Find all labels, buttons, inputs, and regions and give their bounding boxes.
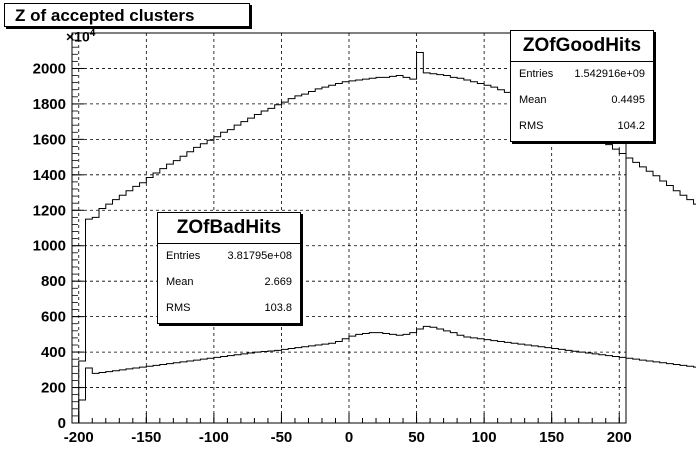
stats-box-title: ZOfBadHits — [158, 213, 300, 244]
x-tick-label: 50 — [408, 429, 425, 446]
y-exponent-base: ×10 — [66, 28, 90, 45]
stats-row-rms: RMS 103.8 — [158, 302, 300, 314]
y-tick-label: 1000 — [33, 238, 66, 255]
y-tick-label: 0 — [58, 415, 66, 432]
stats-row-mean: Mean 0.4495 — [511, 94, 653, 106]
x-tick-label: 100 — [472, 429, 497, 446]
stats-mean-value: 0.4495 — [611, 94, 645, 106]
stats-rms-label: RMS — [166, 302, 191, 314]
stats-rms-label: RMS — [519, 120, 544, 132]
histogram-series-good-hits — [78, 52, 696, 423]
stats-row-entries: Entries 3.81795e+08 — [158, 250, 300, 262]
stats-entries-label: Entries — [519, 68, 554, 80]
y-tick-label: 400 — [41, 344, 66, 361]
stats-mean-label: Mean — [166, 276, 194, 288]
stats-box-good-hits: ZOfGoodHits Entries 1.542916e+09 Mean 0.44… — [510, 30, 654, 142]
stats-box-bad-hits: ZOfBadHits Entries 3.81795e+08 Mean 2.669 … — [157, 212, 301, 324]
stats-rms-value: 104.2 — [617, 120, 645, 132]
chart-title: Z of accepted clusters — [4, 3, 250, 27]
y-tick-label: 600 — [41, 309, 66, 326]
x-tick-label: 0 — [345, 429, 353, 446]
histogram-series-bad-hits — [78, 325, 696, 423]
y-axis-exponent: ×104 — [66, 28, 95, 45]
stats-row-rms: RMS 104.2 — [511, 120, 653, 132]
y-exponent-power: 4 — [89, 28, 96, 39]
x-tick-label: -200 — [64, 429, 94, 446]
stats-box-title: ZOfGoodHits — [511, 31, 653, 62]
y-tick-label: 1800 — [33, 96, 66, 113]
y-tick-label: 1200 — [33, 202, 66, 219]
stats-mean-value: 2.669 — [264, 276, 292, 288]
stats-row-mean: Mean 2.669 — [158, 276, 300, 288]
y-tick-label: 2000 — [33, 60, 66, 77]
y-tick-label: 1600 — [33, 131, 66, 148]
stats-mean-label: Mean — [519, 94, 547, 106]
y-tick-label: 1400 — [33, 167, 66, 184]
stats-entries-value: 1.542916e+09 — [574, 68, 645, 80]
stats-entries-label: Entries — [166, 250, 201, 262]
stats-rms-value: 103.8 — [264, 302, 292, 314]
x-tick-label: 150 — [539, 429, 564, 446]
x-tick-label: -50 — [271, 429, 293, 446]
y-tick-label: 800 — [41, 273, 66, 290]
x-tick-label: 200 — [607, 429, 632, 446]
x-tick-label: -100 — [199, 429, 229, 446]
stats-entries-value: 3.81795e+08 — [227, 250, 292, 262]
x-tick-label: -150 — [131, 429, 161, 446]
y-tick-label: 200 — [41, 380, 66, 397]
stats-row-entries: Entries 1.542916e+09 — [511, 68, 653, 80]
